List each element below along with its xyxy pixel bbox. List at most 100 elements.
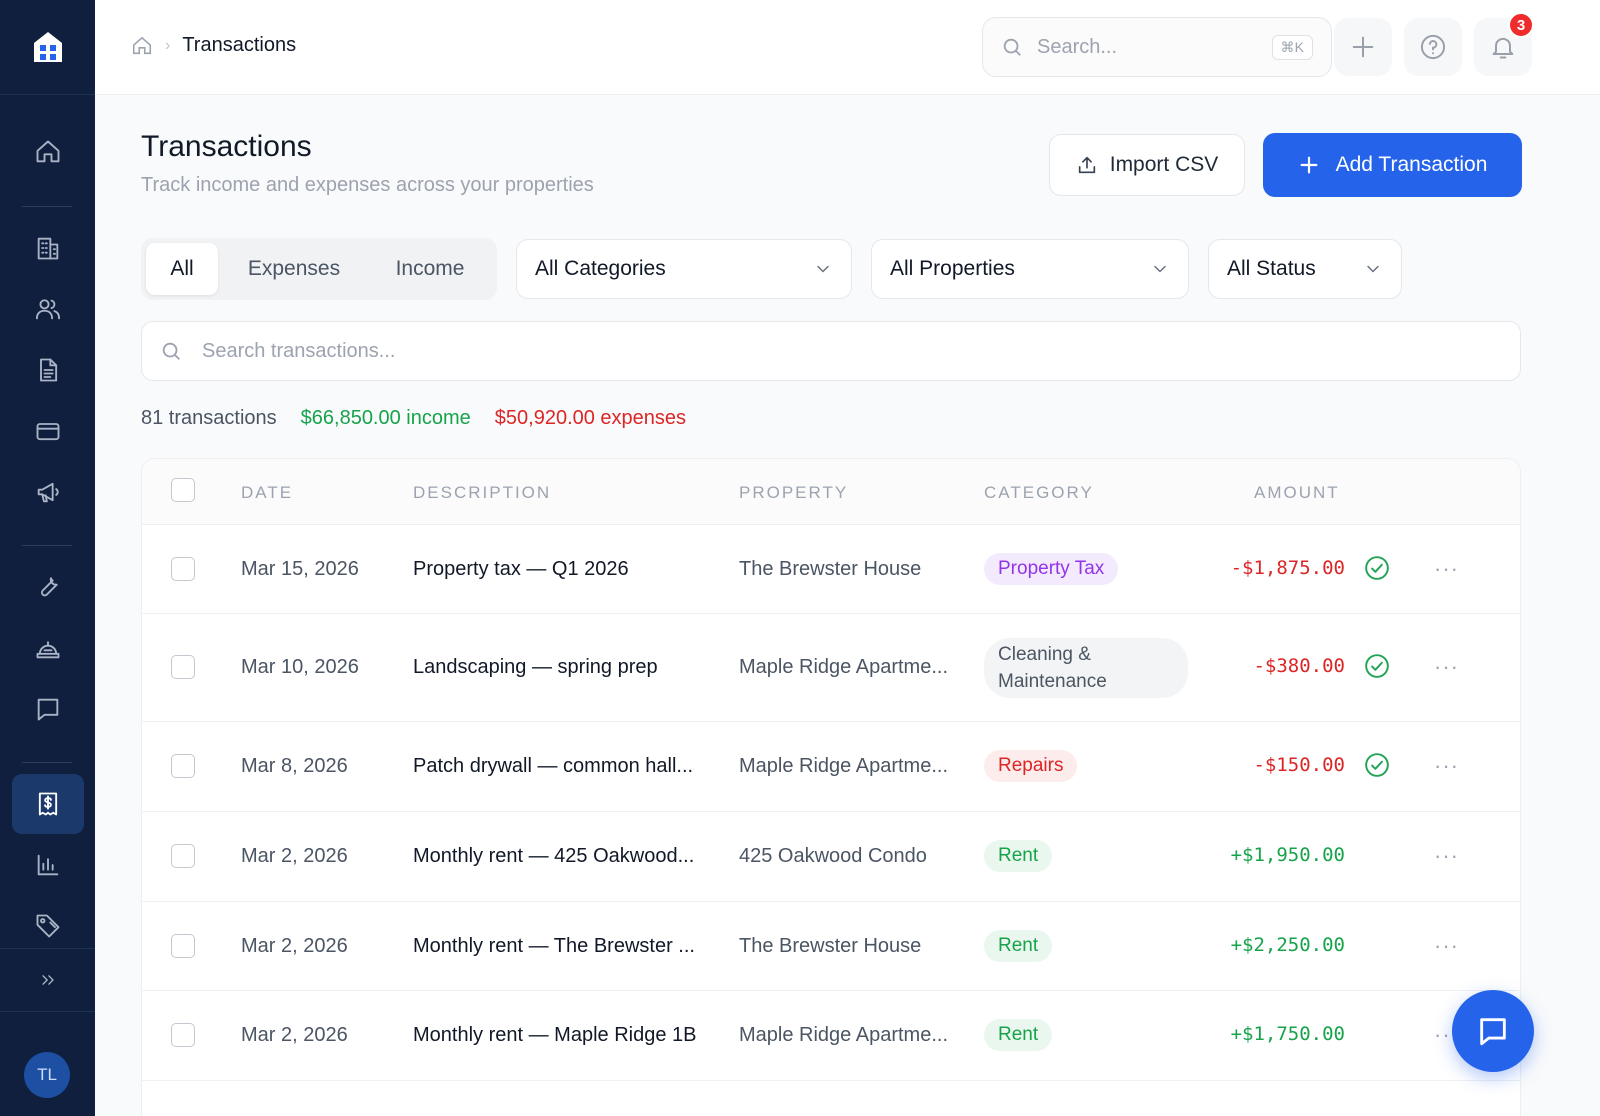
table-row[interactable]: Mar 15, 2026 Property tax — Q1 2026 The Br… <box>142 525 1520 614</box>
transaction-search-input[interactable] <box>202 339 1502 363</box>
row-amount: +$1,950.00 <box>1230 844 1345 866</box>
expenses-total: $50,920.00 expenses <box>494 407 687 429</box>
row-amount: -$380.00 <box>1253 655 1345 677</box>
chevron-down-icon <box>1367 265 1379 273</box>
row-amount: +$2,250.00 <box>1230 933 1345 956</box>
sidebar-divider <box>0 948 95 949</box>
row-checkbox[interactable] <box>171 754 195 778</box>
table-row[interactable]: Mar 2, 2026 Monthly rent — The Brewster .… <box>142 902 1520 991</box>
receipt-dollar-icon[interactable] <box>12 774 84 834</box>
global-search-placeholder: Search... <box>1037 35 1118 58</box>
row-checkbox[interactable] <box>171 655 195 679</box>
row-checkbox[interactable] <box>171 556 195 581</box>
search-icon <box>162 342 180 360</box>
home-icon[interactable] <box>22 126 74 178</box>
bell-icon <box>1492 37 1514 59</box>
bar-chart-icon[interactable] <box>22 839 74 891</box>
row-date: Mar 10, 2026 <box>241 656 359 678</box>
row-description: Monthly rent — 425 Oakwood... <box>413 845 695 867</box>
chat-icon[interactable] <box>22 683 74 735</box>
chevron-down-icon <box>817 265 829 273</box>
avatar[interactable]: TL <box>24 1052 70 1098</box>
row-date: Mar 2, 2026 <box>241 1024 348 1046</box>
row-property: 425 Oakwood Condo <box>739 845 927 867</box>
category-select[interactable]: All Categories <box>516 239 852 299</box>
plus-icon <box>1300 156 1318 174</box>
help-button[interactable] <box>1404 18 1462 76</box>
row-checkbox[interactable] <box>171 844 195 868</box>
chevron-right-icon: › <box>165 36 171 54</box>
row-actions-icon[interactable]: ··· <box>1434 932 1459 958</box>
chevron-down-icon <box>1154 265 1166 273</box>
page-subtitle: Track income and expenses across your pr… <box>141 174 594 196</box>
chat-fab-button[interactable] <box>1452 990 1534 1072</box>
row-date: Mar 2, 2026 <box>241 845 348 867</box>
sidebar-divider <box>0 1011 95 1012</box>
column-header-amount[interactable]: AMOUNT <box>1254 483 1340 502</box>
sidebar-divider <box>22 206 72 207</box>
column-header-category[interactable]: CATEGORY <box>984 483 1094 502</box>
building-icon[interactable] <box>22 222 74 274</box>
row-actions-icon[interactable]: ··· <box>1434 843 1459 868</box>
row-amount: -$1,875.00 <box>1230 556 1345 579</box>
notification-badge: 3 <box>1508 12 1534 38</box>
reconciled-check-icon <box>1364 752 1390 778</box>
property-select-value: All Properties <box>890 257 1015 280</box>
tab-expenses[interactable]: Expenses <box>247 257 341 280</box>
page-title: Transactions <box>141 130 312 163</box>
property-select[interactable]: All Properties <box>871 239 1189 299</box>
upload-icon <box>1078 156 1095 174</box>
document-icon[interactable] <box>22 344 74 396</box>
breadcrumb: › Transactions <box>131 34 296 57</box>
row-checkbox[interactable] <box>171 1023 195 1047</box>
sidebar: TL <box>0 0 95 1116</box>
megaphone-icon[interactable] <box>22 466 74 518</box>
users-icon[interactable] <box>22 283 74 335</box>
category-badge: Cleaning & Maintenance <box>984 638 1188 698</box>
category-badge: Rent <box>984 1019 1053 1051</box>
wrench-icon[interactable] <box>22 561 74 613</box>
plus-icon <box>1352 36 1374 58</box>
import-csv-button[interactable]: Import CSV <box>1049 134 1245 196</box>
tab-income[interactable]: Income <box>395 257 465 280</box>
table-row[interactable]: Mar 10, 2026 Landscaping — spring prep Map… <box>142 614 1520 722</box>
transaction-count: 81 transactions <box>141 407 277 429</box>
row-date: Mar 8, 2026 <box>241 755 348 777</box>
row-date: Mar 2, 2026 <box>241 934 348 957</box>
select-all-checkbox[interactable] <box>171 478 195 502</box>
row-description: Landscaping — spring prep <box>413 656 658 678</box>
tab-all[interactable]: All <box>146 243 218 295</box>
search-icon <box>1003 38 1021 56</box>
add-transaction-button[interactable]: Add Transaction <box>1263 133 1522 197</box>
table-row[interactable]: Mar 2, 2026 Monthly rent — Maple Ridge 1B… <box>142 991 1520 1081</box>
home-logo-icon[interactable] <box>0 0 95 95</box>
sidebar-divider <box>22 545 72 546</box>
transactions-table: DATE DESCRIPTION PROPERTY CATEGORY AMOUN… <box>141 458 1521 1116</box>
category-badge: Rent <box>984 929 1053 962</box>
column-header-description[interactable]: DESCRIPTION <box>413 483 552 502</box>
row-actions-icon[interactable]: ··· <box>1434 555 1459 581</box>
column-header-property[interactable]: PROPERTY <box>739 483 849 502</box>
type-filter-tabs: All Expenses Income <box>141 238 497 300</box>
row-actions-icon[interactable]: ··· <box>1434 654 1459 679</box>
row-checkbox[interactable] <box>171 933 195 958</box>
reconciled-check-icon <box>1364 555 1390 581</box>
income-total: $66,850.00 income <box>300 407 471 429</box>
reconciled-check-icon <box>1364 653 1390 679</box>
summary-bar: 81 transactions $66,850.00 income $50,92… <box>141 407 686 430</box>
quick-add-button[interactable] <box>1334 18 1392 76</box>
notifications-button[interactable]: 3 <box>1474 12 1534 76</box>
credit-card-icon[interactable] <box>22 405 74 457</box>
status-select[interactable]: All Status <box>1208 239 1402 299</box>
table-row[interactable]: Mar 2, 2026 Monthly rent — 425 Oakwood...… <box>142 812 1520 902</box>
breadcrumb-home-icon[interactable] <box>131 35 153 57</box>
column-header-date[interactable]: DATE <box>241 483 294 502</box>
chevrons-right-icon[interactable] <box>22 954 74 1006</box>
inspection-icon[interactable] <box>22 622 74 674</box>
row-date: Mar 15, 2026 <box>241 557 359 580</box>
global-search-input[interactable]: Search... ⌘K <box>982 17 1332 77</box>
row-description: Patch drywall — common hall... <box>413 755 694 777</box>
table-row[interactable]: Mar 8, 2026 Patch drywall — common hall..… <box>142 722 1520 812</box>
tag-icon[interactable] <box>22 900 74 952</box>
row-actions-icon[interactable]: ··· <box>1434 753 1459 778</box>
